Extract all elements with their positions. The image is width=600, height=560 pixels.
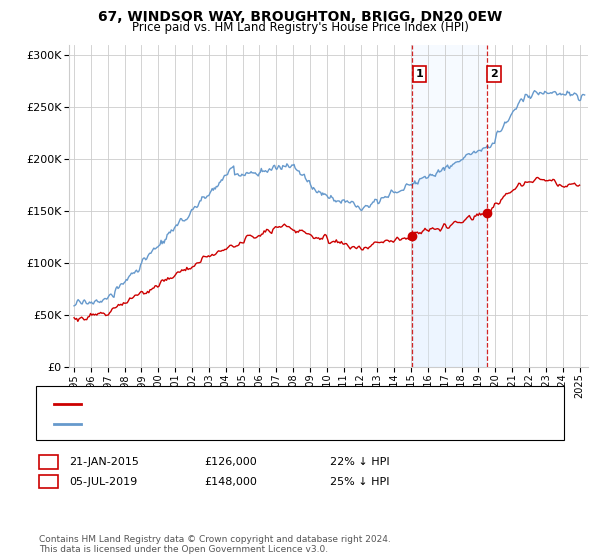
Text: Contains HM Land Registry data © Crown copyright and database right 2024.
This d: Contains HM Land Registry data © Crown c… <box>39 535 391 554</box>
Text: 21-JAN-2015: 21-JAN-2015 <box>69 457 139 467</box>
Text: 2: 2 <box>490 69 498 79</box>
Text: 05-JUL-2019: 05-JUL-2019 <box>69 477 137 487</box>
Text: 25% ↓ HPI: 25% ↓ HPI <box>330 477 389 487</box>
Text: 67, WINDSOR WAY, BROUGHTON, BRIGG, DN20 0EW (detached house): 67, WINDSOR WAY, BROUGHTON, BRIGG, DN20 … <box>87 399 455 409</box>
Text: 22% ↓ HPI: 22% ↓ HPI <box>330 457 389 467</box>
Text: HPI: Average price, detached house, North Lincolnshire: HPI: Average price, detached house, Nort… <box>87 419 375 430</box>
Text: 1: 1 <box>415 69 423 79</box>
Text: 1: 1 <box>45 457 52 467</box>
Text: 2: 2 <box>45 477 52 487</box>
Text: £148,000: £148,000 <box>204 477 257 487</box>
Text: 67, WINDSOR WAY, BROUGHTON, BRIGG, DN20 0EW: 67, WINDSOR WAY, BROUGHTON, BRIGG, DN20 … <box>98 10 502 24</box>
Text: £126,000: £126,000 <box>204 457 257 467</box>
Bar <box>412 45 487 367</box>
Text: Price paid vs. HM Land Registry's House Price Index (HPI): Price paid vs. HM Land Registry's House … <box>131 21 469 34</box>
